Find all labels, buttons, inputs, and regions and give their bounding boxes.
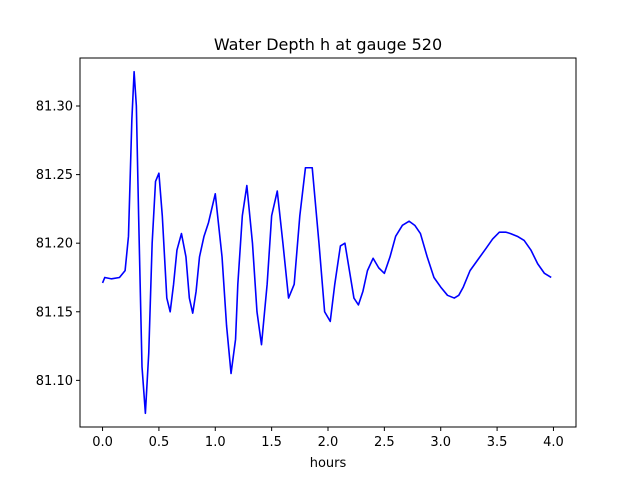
x-tick-label: 3.0 xyxy=(430,435,451,450)
y-axis: 81.10 81.15 81.20 81.25 81.30 xyxy=(36,100,80,389)
series-layer xyxy=(101,70,552,415)
x-tick-label: 3.5 xyxy=(487,435,508,450)
x-tick-label: 0.0 xyxy=(92,435,113,450)
y-tick-label: 81.30 xyxy=(36,100,73,115)
x-tick-label: 1.0 xyxy=(205,435,226,450)
x-tick-label: 0.5 xyxy=(149,435,170,450)
y-tick-label: 81.20 xyxy=(36,237,73,252)
x-tick-label: 2.5 xyxy=(374,435,395,450)
x-axis: 0.0 0.5 1.0 1.5 2.0 2.5 3.0 3.5 4.0 xyxy=(92,427,564,450)
y-tick-label: 81.25 xyxy=(36,168,73,183)
y-tick-label: 81.10 xyxy=(36,374,73,389)
x-tick-label: 1.5 xyxy=(261,435,282,450)
x-tick-label: 2.0 xyxy=(318,435,339,450)
chart-title: Water Depth h at gauge 520 xyxy=(214,35,442,54)
x-tick-label: 4.0 xyxy=(543,435,564,450)
y-tick-label: 81.15 xyxy=(36,305,73,320)
series-line-0 xyxy=(101,70,552,415)
x-axis-label: hours xyxy=(310,456,347,471)
